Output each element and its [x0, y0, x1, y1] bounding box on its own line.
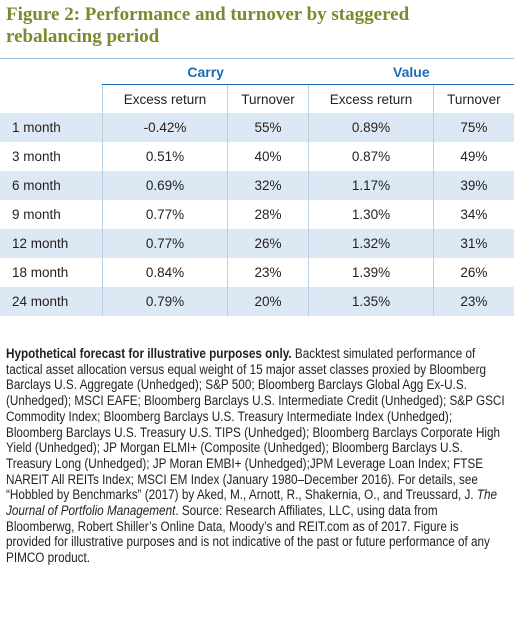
column-header: Turnover — [226, 84, 309, 113]
cell: 55% — [226, 113, 309, 142]
cell: 28% — [226, 200, 309, 229]
cell: 1.39% — [308, 258, 434, 287]
group-header: Value — [308, 58, 514, 85]
cell: 23% — [226, 258, 309, 287]
header-row: Excess return Turnover Excess return Turnov… — [0, 84, 514, 114]
column-header: Turnover — [432, 84, 514, 113]
cell — [0, 85, 103, 114]
cell: 75% — [432, 113, 514, 142]
cell: 12 month — [0, 229, 103, 258]
cell: 0.87% — [308, 142, 434, 171]
column-header: Excess return — [308, 84, 434, 113]
footnote-text: . Source: Research Affiliates, LLC, usin… — [6, 503, 490, 566]
cell: 20% — [226, 287, 309, 316]
cell: 24 month — [0, 287, 103, 316]
cell: 3 month — [12, 149, 61, 164]
cell: 0.77% — [102, 200, 228, 229]
title: Figure 2: Performance and turnover by st… — [6, 4, 410, 47]
table: Carry Value Excess return Turnover Excess … — [0, 58, 514, 316]
cell: 9 month — [12, 207, 61, 222]
cell: 1.32% — [308, 229, 434, 258]
cell: 0.79% — [102, 287, 228, 316]
cell: 49% — [432, 142, 514, 171]
cell: 0.77% — [102, 229, 228, 258]
footnote-text: Backtest simulated performance of tactic… — [6, 346, 505, 503]
cell: 0.51% — [102, 142, 228, 171]
cell: 26% — [432, 258, 514, 287]
column-header: Excess return — [102, 84, 228, 113]
cell: 0.69% — [102, 171, 228, 200]
cell: 32% — [226, 171, 309, 200]
cell: 34% — [432, 200, 514, 229]
footnote-italic: The Journal of Portfolio Management — [6, 487, 498, 519]
cell: 1.17% — [308, 171, 434, 200]
footnote: Hypothetical forecast for illustrative p… — [6, 346, 507, 566]
cell: 0.84% — [102, 258, 228, 287]
cell: 31% — [432, 229, 514, 258]
cell: 1 month — [0, 113, 103, 142]
cell: 23% — [432, 287, 514, 316]
cell: 0.89% — [308, 113, 434, 142]
footnote-bold: Hypothetical forecast for illustrative p… — [6, 346, 292, 361]
cell: 18 month — [12, 265, 69, 280]
row: 3 month 0.51% 40% 0.87% 49% — [0, 142, 514, 171]
row: 18 month 0.84% 23% 1.39% 26% — [0, 258, 514, 287]
cell: 26% — [226, 229, 309, 258]
cell: 1.30% — [308, 200, 434, 229]
cell — [0, 58, 103, 85]
cell: 6 month — [0, 171, 103, 200]
row: 6 month 0.69% 32% 1.17% 39% — [0, 171, 514, 200]
cell: 1.35% — [308, 287, 434, 316]
row: 1 month -0.42% 55% 0.89% 75% — [0, 113, 514, 142]
row: 12 month 0.77% 26% 1.32% 31% — [0, 229, 514, 258]
row: 24 month 0.79% 20% 1.35% 23% — [0, 287, 514, 316]
group-row: Carry Value — [0, 58, 514, 85]
cell: 40% — [226, 142, 309, 171]
row: 9 month 0.77% 28% 1.30% 34% — [0, 200, 514, 229]
cell: -0.42% — [102, 113, 228, 142]
group-header: Carry — [102, 58, 309, 85]
cell: 39% — [432, 171, 514, 200]
